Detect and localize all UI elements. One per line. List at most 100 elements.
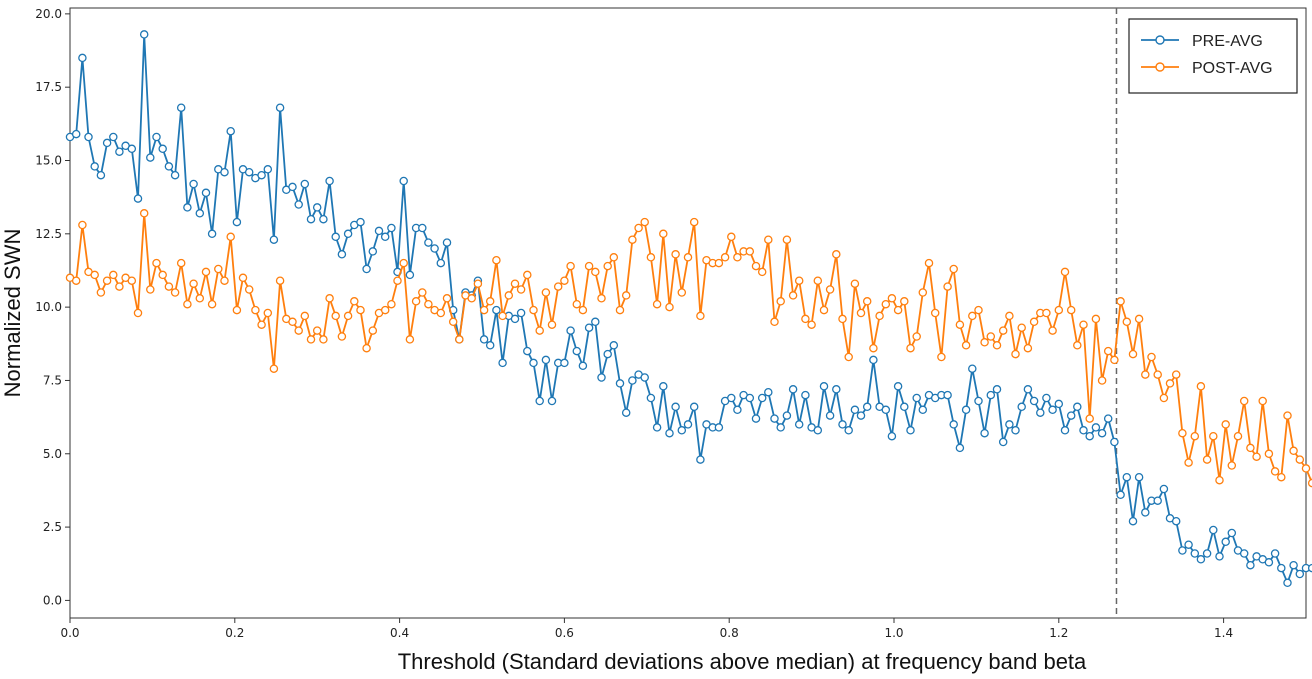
data-point-pre-avg [189,179,198,189]
data-point-pre-avg [677,426,687,435]
data-point-post-avg [535,326,544,335]
data-point-pre-avg [424,238,433,247]
data-point-post-avg [71,276,81,285]
data-point-pre-avg [992,385,1002,394]
data-point-pre-avg [1097,428,1107,438]
data-point-post-avg [424,299,433,309]
data-point-post-avg [912,332,921,341]
data-point-pre-avg [832,385,841,394]
data-point-post-avg [628,235,637,244]
y-tick-label: 17.5 [35,80,62,94]
data-point-post-avg [578,305,588,315]
data-point-pre-avg [485,341,495,350]
data-point-pre-avg [343,229,353,239]
data-point-post-avg [727,232,736,242]
data-point-pre-avg [232,217,242,227]
data-point-post-avg [1042,308,1051,318]
legend-marker-pre-avg [1155,35,1165,45]
data-point-pre-avg [1060,426,1070,435]
data-point-pre-avg [578,361,588,371]
data-point-pre-avg [442,238,452,247]
data-point-pre-avg [312,203,322,212]
data-point-post-avg [399,258,408,268]
data-point-pre-avg [1122,472,1132,482]
data-point-post-avg [362,343,371,353]
data-point-post-avg [696,311,705,321]
data-point-post-avg [78,220,87,230]
data-point-post-avg [436,308,446,318]
data-point-post-avg [455,335,464,344]
data-point-post-avg [832,250,841,259]
data-point-pre-avg [1196,555,1206,564]
data-point-pre-avg [918,405,928,415]
data-point-pre-avg [1227,528,1237,538]
data-point-post-avg [1258,396,1267,406]
data-point-pre-avg [1085,431,1094,441]
data-point-post-avg [510,279,520,288]
x-tick-label: 0.4 [390,626,409,640]
data-point-pre-avg [603,349,612,359]
data-point-post-avg [900,297,909,306]
data-point-pre-avg [652,423,662,432]
series-markers-post-avg [65,209,1312,488]
data-point-post-avg [665,302,674,312]
data-point-pre-avg [646,393,656,403]
data-point-post-avg [1079,320,1088,329]
data-point-pre-avg [665,428,674,438]
data-point-pre-avg [1023,385,1033,394]
data-point-post-avg [955,320,965,329]
data-point-pre-avg [615,379,625,388]
data-point-post-avg [1110,355,1119,365]
x-tick-label: 0.8 [720,626,739,640]
data-point-post-avg [319,335,328,344]
data-point-post-avg [306,335,316,344]
data-point-pre-avg [788,385,798,394]
data-point-pre-avg [900,402,909,412]
data-point-post-avg [405,335,415,344]
data-point-post-avg [350,297,359,306]
data-point-post-avg [850,279,860,288]
data-point-post-avg [609,253,619,262]
data-point-post-avg [170,288,180,297]
data-point-post-avg [176,258,186,268]
data-point-post-avg [1128,349,1138,359]
data-point-post-avg [393,276,402,285]
data-point-pre-avg [115,147,124,156]
data-point-pre-avg [1036,408,1045,417]
data-point-post-avg [387,299,396,309]
data-point-post-avg [689,217,699,227]
data-point-post-avg [133,308,143,318]
data-point-post-avg [937,352,946,362]
data-point-pre-avg [1221,537,1230,547]
data-point-post-avg [368,326,378,335]
data-point-pre-avg [226,126,235,136]
data-point-post-avg [1221,420,1230,429]
data-point-post-avg [1091,314,1101,324]
data-point-post-avg [90,270,99,280]
x-tick-label: 1.2 [1049,626,1068,640]
data-point-pre-avg [659,382,668,391]
legend: PRE-AVG POST-AVG [1128,18,1298,94]
data-point-post-avg [893,305,903,315]
data-point-post-avg [924,258,934,268]
y-tick-label: 7.5 [43,373,62,387]
data-point-post-avg [1202,455,1212,464]
legend-label-pre-avg: PRE-AVG [1192,33,1263,50]
data-point-pre-avg [1307,563,1312,573]
data-point-post-avg [263,308,273,318]
data-point-post-avg [1215,475,1224,485]
data-point-post-avg [380,305,390,315]
data-point-post-avg [201,267,211,277]
data-point-pre-avg [968,364,977,373]
data-point-post-avg [646,253,656,262]
data-point-post-avg [980,338,989,347]
y-tick-label: 0.0 [43,593,62,607]
data-point-pre-avg [1153,496,1162,505]
y-tick-label: 2.5 [43,520,62,534]
data-point-post-avg [943,282,952,291]
data-point-post-avg [331,311,340,321]
data-point-post-avg [621,291,631,300]
data-point-pre-avg [1054,399,1064,409]
data-point-post-avg [485,297,495,306]
x-tick-label: 0.0 [60,626,79,640]
